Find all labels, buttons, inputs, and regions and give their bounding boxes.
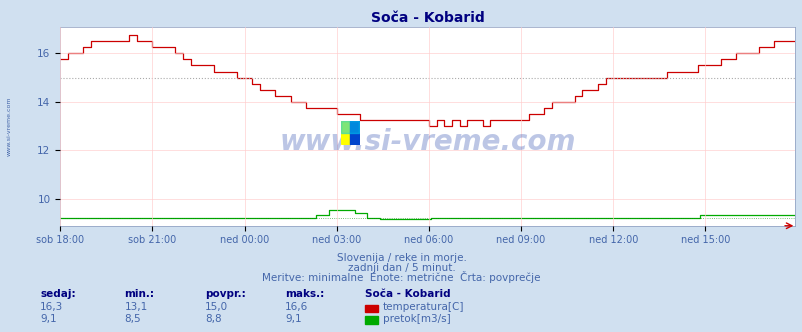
- Text: sedaj:: sedaj:: [40, 289, 75, 299]
- Text: 9,1: 9,1: [40, 314, 57, 324]
- Text: temperatura[C]: temperatura[C]: [383, 302, 464, 312]
- Text: maks.:: maks.:: [285, 289, 324, 299]
- Text: www.si-vreme.com: www.si-vreme.com: [279, 128, 575, 156]
- Text: povpr.:: povpr.:: [205, 289, 245, 299]
- Text: Soča - Kobarid: Soča - Kobarid: [365, 289, 451, 299]
- Title: Soča - Kobarid: Soča - Kobarid: [371, 11, 484, 25]
- Text: 13,1: 13,1: [124, 302, 148, 312]
- Text: Meritve: minimalne  Enote: metrične  Črta: povprečje: Meritve: minimalne Enote: metrične Črta:…: [262, 271, 540, 283]
- Text: 8,8: 8,8: [205, 314, 221, 324]
- Text: 9,1: 9,1: [285, 314, 302, 324]
- Text: 16,3: 16,3: [40, 302, 63, 312]
- Text: zadnji dan / 5 minut.: zadnji dan / 5 minut.: [347, 263, 455, 273]
- Text: 16,6: 16,6: [285, 302, 308, 312]
- Text: min.:: min.:: [124, 289, 154, 299]
- Text: 8,5: 8,5: [124, 314, 141, 324]
- Text: 15,0: 15,0: [205, 302, 228, 312]
- Text: www.si-vreme.com: www.si-vreme.com: [7, 96, 12, 156]
- Text: pretok[m3/s]: pretok[m3/s]: [383, 314, 450, 324]
- Text: Slovenija / reke in morje.: Slovenija / reke in morje.: [336, 253, 466, 263]
